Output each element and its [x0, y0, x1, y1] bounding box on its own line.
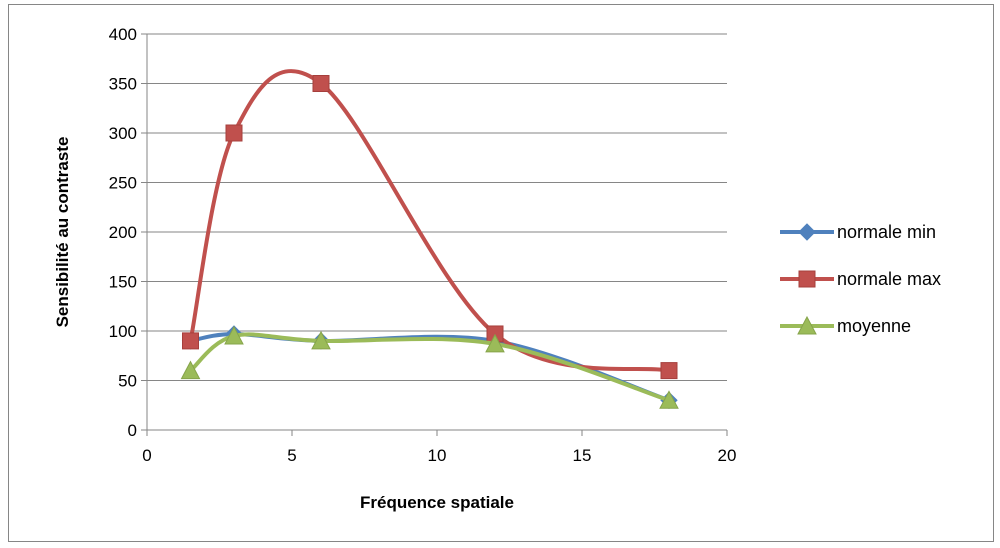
- y-tick-label: 100: [109, 322, 137, 341]
- legend-marker: [798, 223, 816, 241]
- chart-frame: [8, 4, 994, 542]
- legend-entry: normale max: [780, 269, 941, 289]
- legend-entry: moyenne: [780, 315, 911, 336]
- series-line: [188, 69, 671, 373]
- x-tick-label: 20: [718, 446, 737, 465]
- x-tick-label: 0: [142, 446, 151, 465]
- data-point: [659, 390, 679, 409]
- data-point: [485, 333, 505, 353]
- data-point: [312, 75, 330, 92]
- legend-marker: [798, 270, 816, 288]
- data-point: [224, 325, 244, 345]
- x-axis-title: Fréquence spatiale: [360, 493, 514, 512]
- legend-label: normale min: [837, 222, 936, 242]
- legend-label: moyenne: [837, 316, 911, 336]
- legend-label: normale max: [837, 269, 941, 289]
- y-tick-label: 400: [109, 25, 137, 44]
- x-tick-label: 15: [573, 446, 592, 465]
- data-point: [225, 124, 243, 142]
- legend-entry: normale min: [780, 222, 936, 242]
- data-point: [180, 360, 201, 380]
- series-layer: [180, 69, 679, 410]
- series-normale-max: [182, 69, 678, 380]
- data-point: [311, 330, 331, 350]
- x-tick-label: 5: [287, 446, 296, 465]
- legend: normale min normale max moyenne: [780, 222, 941, 336]
- y-tick-label: 250: [109, 174, 137, 193]
- y-tick-label: 300: [109, 124, 137, 143]
- y-tick-label: 200: [109, 223, 137, 242]
- gridlines: [147, 33, 727, 381]
- data-point: [660, 362, 678, 380]
- y-tick-label: 350: [109, 75, 137, 94]
- axes: 0 50 100 150 200 250 300 350 400 0 5 10 15 20: [109, 25, 737, 465]
- y-axis-title: Sensibilité au contraste: [53, 137, 72, 328]
- y-tick-label: 0: [128, 421, 137, 440]
- x-tick-label: 10: [428, 446, 447, 465]
- data-point: [182, 332, 199, 350]
- series-moyenne: [180, 325, 679, 409]
- y-tick-label: 150: [109, 273, 137, 292]
- y-tick-label: 50: [118, 372, 137, 391]
- legend-marker: [797, 315, 817, 335]
